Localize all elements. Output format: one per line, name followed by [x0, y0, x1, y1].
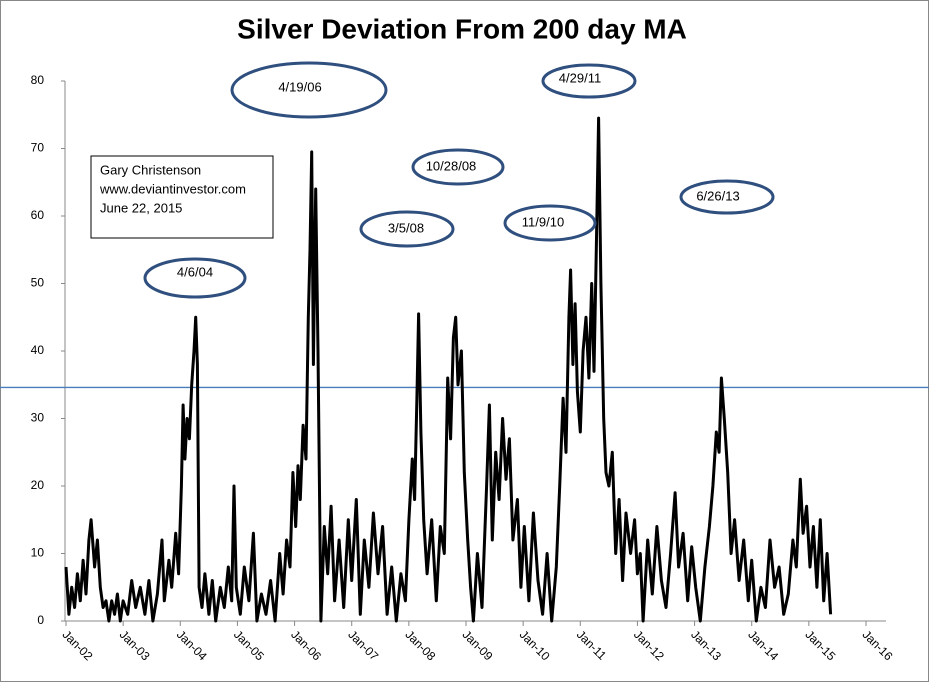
annotation: 6/26/13: [696, 188, 739, 203]
y-tick-label: 80: [31, 73, 45, 87]
note-line: Gary Christenson: [100, 162, 201, 177]
annotations: 4/6/04 4/19/06 10/28/08 3/5/08 11/9/10 4…: [143, 61, 775, 299]
note-line: www.deviantinvestor.com: [99, 181, 246, 196]
y-tick-label: 20: [31, 478, 45, 492]
note-line: June 22, 2015: [100, 200, 182, 215]
annotation-ellipse: [143, 257, 247, 299]
y-tick-label: 50: [31, 276, 45, 290]
annotation-ellipse: [230, 61, 388, 119]
note-box: Gary Christenson www.deviantinvestor.com…: [90, 155, 274, 239]
annotation-ellipse: [679, 179, 775, 215]
y-tick-label: 60: [31, 208, 45, 222]
annotation-ellipse: [541, 63, 637, 99]
data-line: [64, 116, 833, 623]
annotation: 4/19/06: [278, 79, 321, 94]
annotation: 10/28/08: [426, 158, 477, 173]
y-tick-label: 70: [31, 141, 45, 155]
y-tick-label: 10: [31, 546, 45, 560]
note-frame: [90, 155, 274, 239]
y-tick-label: 0: [37, 613, 44, 627]
annotation: 3/5/08: [388, 220, 424, 235]
annotation: 4/29/11: [559, 70, 601, 85]
y-tick-label: 40: [31, 343, 45, 357]
annotation-ellipse: [359, 210, 455, 248]
annotation-ellipse: [411, 148, 505, 186]
annotation: 11/9/10: [522, 214, 564, 229]
chart-title: Silver Deviation From 200 day MA: [237, 13, 687, 44]
y-tick-label: 30: [31, 411, 45, 425]
annotation: 4/6/04: [177, 264, 213, 279]
annotation-ellipse: [503, 204, 597, 242]
